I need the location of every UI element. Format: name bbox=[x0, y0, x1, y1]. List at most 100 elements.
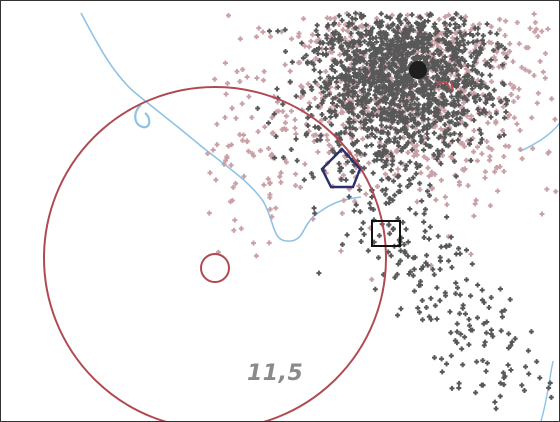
point-marker bbox=[210, 147, 216, 153]
pentagon-marker[interactable] bbox=[320, 147, 362, 189]
point-marker bbox=[427, 224, 433, 230]
point-marker bbox=[521, 388, 527, 394]
point-marker bbox=[466, 92, 472, 98]
point-marker bbox=[480, 33, 486, 39]
point-marker bbox=[374, 184, 380, 190]
point-marker bbox=[467, 323, 473, 329]
point-marker bbox=[222, 60, 228, 66]
point-marker bbox=[255, 129, 261, 135]
point-marker bbox=[444, 64, 450, 70]
point-marker bbox=[484, 360, 490, 366]
point-marker bbox=[353, 25, 359, 31]
point-marker bbox=[350, 66, 356, 72]
point-marker bbox=[461, 42, 467, 48]
point-marker bbox=[240, 66, 246, 72]
point-marker bbox=[500, 50, 506, 56]
point-marker bbox=[537, 375, 543, 381]
point-marker bbox=[253, 34, 259, 40]
point-marker bbox=[400, 115, 406, 121]
point-marker bbox=[374, 113, 380, 119]
point-marker bbox=[406, 26, 412, 32]
point-marker bbox=[488, 295, 494, 301]
point-marker bbox=[503, 54, 509, 60]
point-marker bbox=[426, 173, 432, 179]
point-marker bbox=[488, 327, 494, 333]
point-marker bbox=[516, 86, 522, 92]
point-marker bbox=[344, 28, 350, 34]
point-marker bbox=[356, 66, 362, 72]
point-marker bbox=[397, 98, 403, 104]
point-marker bbox=[421, 41, 427, 47]
point-marker bbox=[453, 78, 459, 84]
point-marker bbox=[448, 330, 454, 336]
point-marker bbox=[406, 177, 412, 183]
point-marker bbox=[458, 15, 464, 21]
point-marker bbox=[443, 113, 449, 119]
point-marker bbox=[431, 51, 437, 57]
point-marker bbox=[422, 228, 428, 234]
epicenter-dot[interactable] bbox=[409, 61, 427, 79]
point-marker bbox=[480, 357, 486, 363]
point-marker bbox=[413, 171, 419, 177]
point-marker bbox=[338, 165, 344, 171]
point-marker bbox=[341, 172, 347, 178]
square-marker[interactable] bbox=[371, 220, 401, 247]
point-marker bbox=[425, 105, 431, 111]
point-marker bbox=[497, 27, 503, 33]
point-marker bbox=[386, 60, 392, 66]
point-marker bbox=[260, 77, 266, 83]
point-marker bbox=[383, 124, 389, 130]
point-marker bbox=[366, 87, 372, 93]
point-marker bbox=[434, 316, 440, 322]
point-marker bbox=[266, 240, 272, 246]
point-marker bbox=[462, 94, 468, 100]
point-marker bbox=[384, 14, 390, 20]
point-marker bbox=[445, 85, 451, 91]
point-marker bbox=[431, 355, 437, 361]
point-marker bbox=[212, 76, 218, 82]
point-marker bbox=[483, 368, 489, 374]
point-marker bbox=[415, 120, 421, 126]
point-marker bbox=[535, 90, 541, 96]
point-marker bbox=[488, 114, 494, 120]
point-marker bbox=[487, 203, 493, 209]
point-marker bbox=[449, 68, 455, 74]
point-marker bbox=[442, 20, 448, 26]
point-marker bbox=[345, 159, 351, 165]
point-marker bbox=[366, 160, 372, 166]
point-marker bbox=[392, 192, 398, 198]
point-marker bbox=[337, 34, 343, 40]
point-marker bbox=[491, 87, 497, 93]
point-marker bbox=[449, 43, 455, 49]
point-marker bbox=[292, 117, 298, 123]
point-marker bbox=[535, 33, 541, 39]
point-marker bbox=[382, 191, 388, 197]
point-marker bbox=[393, 95, 399, 101]
point-marker bbox=[396, 143, 402, 149]
point-marker bbox=[483, 330, 489, 336]
point-marker bbox=[319, 100, 325, 106]
point-marker bbox=[316, 36, 322, 42]
point-marker bbox=[428, 295, 434, 301]
point-marker bbox=[228, 162, 234, 168]
point-marker bbox=[334, 75, 340, 81]
point-marker bbox=[369, 277, 375, 283]
point-marker bbox=[385, 73, 391, 79]
point-marker bbox=[392, 48, 398, 54]
point-marker bbox=[495, 41, 501, 47]
point-marker bbox=[464, 72, 470, 78]
point-marker bbox=[244, 74, 250, 80]
point-marker bbox=[306, 44, 312, 50]
point-marker bbox=[489, 79, 495, 85]
point-marker bbox=[511, 99, 517, 105]
point-marker bbox=[502, 307, 508, 313]
point-marker bbox=[418, 78, 424, 84]
point-marker bbox=[326, 91, 332, 97]
point-marker bbox=[340, 122, 346, 128]
point-marker bbox=[297, 60, 303, 66]
point-marker bbox=[406, 106, 412, 112]
point-marker bbox=[312, 96, 318, 102]
point-marker bbox=[354, 84, 360, 90]
point-marker bbox=[313, 28, 319, 34]
